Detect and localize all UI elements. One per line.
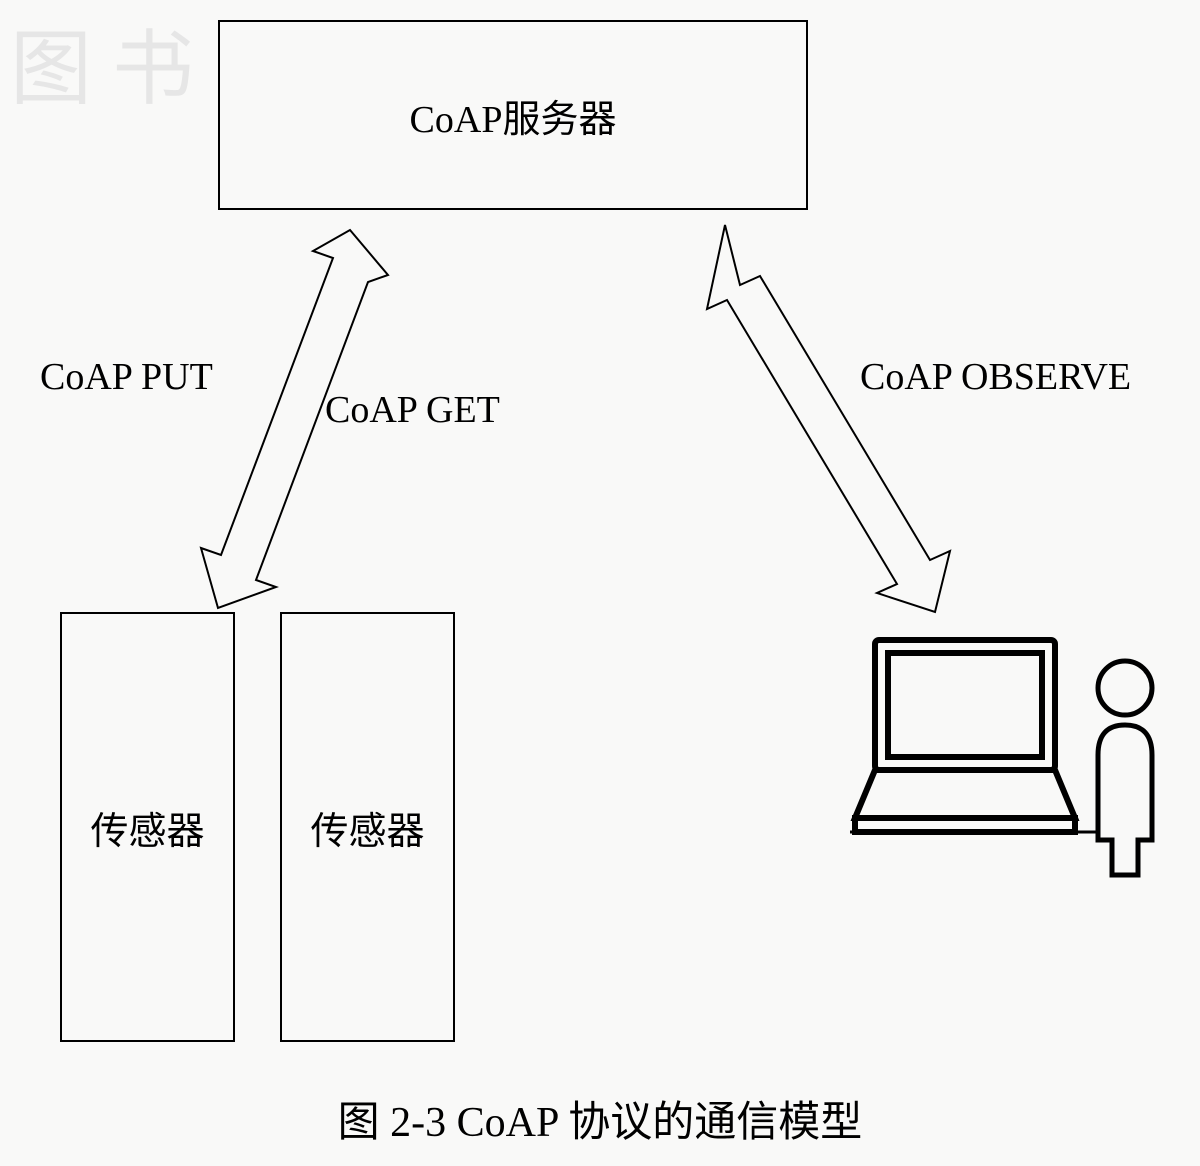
label-coap-observe: CoAP OBSERVE — [860, 355, 1131, 399]
client-node — [850, 630, 1170, 895]
label-coap-put: CoAP PUT — [40, 355, 213, 399]
label-coap-get: CoAP GET — [325, 388, 500, 432]
diagram-container: 图书 CoAP服务器 传感器 传感器 CoAP PUT CoAP GET CoA… — [0, 0, 1200, 1166]
figure-caption: 图 2-3 CoAP 协议的通信模型 — [0, 1088, 1200, 1149]
laptop-user-icon — [850, 630, 1170, 890]
right-arrow — [0, 0, 1200, 1166]
